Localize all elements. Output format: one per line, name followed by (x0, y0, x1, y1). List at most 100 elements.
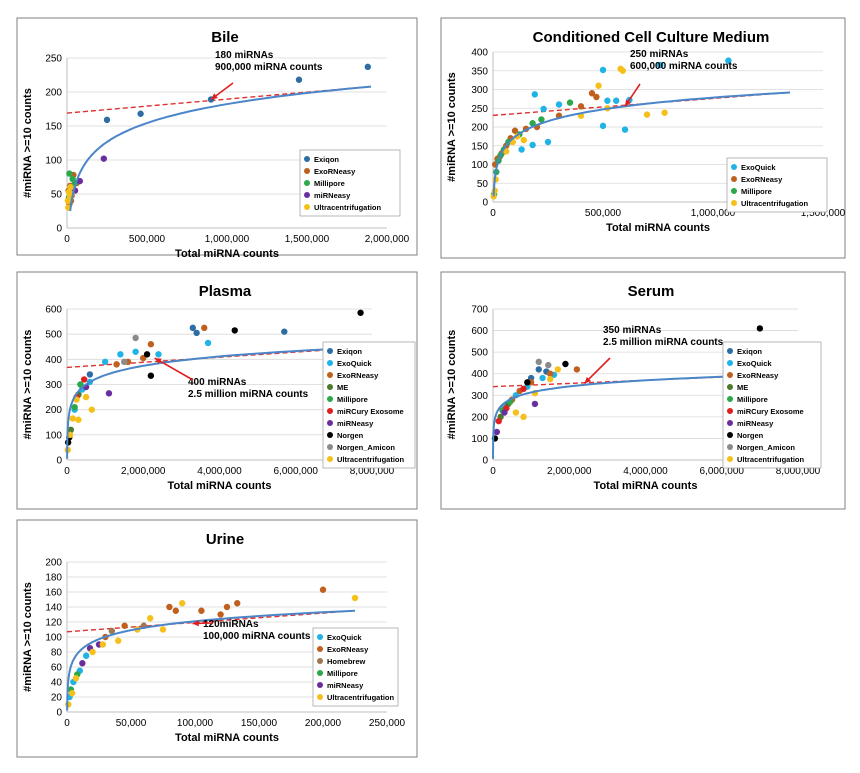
legend-label: Homebrew (327, 657, 366, 666)
y-tick-label: 100 (471, 434, 488, 445)
chart-title: Plasma (199, 283, 252, 300)
annotation-text: 600,000 miRNA counts (630, 61, 738, 72)
data-point (121, 622, 128, 629)
y-axis-label: #miRNA >=10 counts (22, 330, 34, 440)
data-point (147, 615, 154, 622)
legend-marker (327, 360, 333, 366)
x-tick-label: 150,000 (241, 718, 278, 729)
x-tick-label: 4,000,000 (197, 466, 242, 477)
legend-label: Ultracentrifugation (337, 455, 405, 464)
data-point (529, 141, 536, 149)
legend-marker (727, 420, 733, 426)
data-point (117, 351, 124, 358)
legend-label: miRNeasy (327, 681, 364, 690)
y-tick-label: 250 (45, 54, 62, 65)
data-point (137, 110, 144, 117)
legend-label: ME (737, 383, 748, 392)
y-tick-label: 400 (45, 355, 62, 366)
legend-label: miRNeasy (337, 419, 374, 428)
data-point (147, 372, 155, 379)
data-point (179, 600, 186, 607)
legend: Exiqon ExoQuick ExoRNeasy ME Millipore miRCur… (722, 341, 822, 469)
annotation-text: 180 miRNAs (215, 50, 274, 61)
y-tick-label: 0 (56, 456, 62, 467)
data-point (573, 366, 581, 373)
legend-label: ExoRNeasy (737, 371, 779, 380)
legend-box (726, 157, 828, 213)
annotation-text: 400 miRNAs (188, 377, 247, 388)
chart-title: Bile (211, 29, 239, 46)
data-point (351, 594, 359, 602)
y-tick-label: 60 (51, 663, 63, 674)
data-point (172, 607, 179, 614)
chart-title: Serum (628, 283, 675, 300)
data-point (295, 76, 303, 83)
data-point (103, 116, 111, 124)
annotation-text: 900,000 miRNA counts (215, 62, 323, 73)
y-tick-label: 80 (51, 648, 63, 659)
legend-box (312, 627, 399, 707)
data-point (120, 358, 128, 366)
x-tick-label: 0 (490, 208, 496, 219)
x-tick-label: 2,000,000 (121, 466, 166, 477)
fit-curve (69, 85, 372, 212)
legend-label: ExoRNeasy (327, 645, 369, 654)
y-tick-label: 350 (471, 66, 488, 77)
legend-box (322, 341, 416, 469)
legend-marker (304, 192, 310, 198)
annotation-arrowhead (584, 376, 592, 384)
legend-marker (304, 156, 310, 162)
data-point (193, 329, 200, 337)
data-point (281, 328, 288, 335)
legend-label: miRCury Exosome (337, 407, 404, 416)
y-tick-label: 300 (45, 380, 62, 391)
legend-marker (727, 348, 733, 354)
data-point (108, 627, 116, 635)
annotation-text: 350 miRNAs (603, 325, 662, 336)
legend-label: Ultracentrifugation (741, 199, 809, 208)
legend: ExoQuick ExoRNeasy Millipore Ultracentrifug… (726, 157, 828, 213)
legend-label: Ultracentrifugation (327, 693, 395, 702)
data-point (520, 413, 527, 421)
legend: ExoQuick ExoRNeasy Homebrew Millipore miRNea… (312, 627, 399, 707)
data-point (319, 586, 327, 593)
y-axis-label: #miRNA >=10 counts (22, 88, 34, 198)
data-point (105, 390, 113, 397)
y-axis-label: #miRNA >=10 counts (446, 330, 458, 440)
tangent-line (492, 374, 760, 388)
data-point (132, 334, 139, 342)
data-point (82, 393, 90, 401)
annotation-arrowhead (192, 620, 199, 627)
y-tick-label: 250 (471, 104, 488, 115)
x-tick-label: 6,000,000 (274, 466, 319, 477)
x-tick-label: 200,000 (305, 718, 342, 729)
data-point (75, 416, 82, 423)
y-axis-label: #miRNA >=10 counts (446, 72, 458, 182)
legend-label: ExoRNeasy (314, 167, 356, 176)
legend-marker (327, 372, 333, 378)
y-tick-label: 180 (45, 573, 62, 584)
data-point (65, 701, 72, 708)
data-point (501, 409, 508, 416)
y-tick-label: 50 (477, 179, 489, 190)
data-point (554, 366, 562, 373)
data-point (69, 415, 76, 422)
data-point (155, 351, 162, 358)
x-axis-label: Total miRNA counts (594, 480, 698, 492)
data-point (77, 381, 84, 388)
x-tick-label: 100,000 (177, 718, 214, 729)
chart-panel-b: Conditioned Cell Culture Medium 0 50 100 150… (440, 17, 846, 259)
data-point (544, 138, 552, 146)
x-axis-label: Total miRNA counts (175, 248, 279, 260)
x-tick-label: 0 (64, 234, 70, 245)
y-tick-label: 160 (45, 588, 62, 599)
x-tick-label: 8,000,000 (776, 466, 821, 477)
fit-curve (492, 91, 791, 197)
chart-title: Conditioned Cell Culture Medium (533, 29, 770, 46)
legend-box (722, 341, 822, 469)
data-point (66, 170, 73, 177)
data-point (531, 400, 539, 408)
data-point (604, 97, 611, 104)
legend-label: Millipore (737, 395, 768, 404)
